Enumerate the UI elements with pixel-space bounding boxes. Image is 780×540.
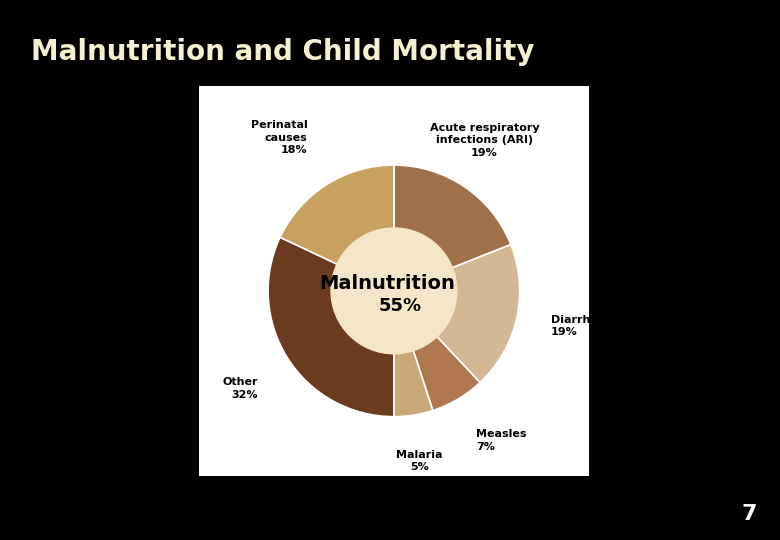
Text: Malaria
5%: Malaria 5%: [395, 450, 442, 472]
Text: 7: 7: [741, 504, 757, 524]
Wedge shape: [394, 291, 480, 410]
Text: 55%: 55%: [378, 297, 422, 315]
Text: Measles
7%: Measles 7%: [476, 429, 526, 452]
Wedge shape: [394, 165, 511, 291]
Text: Acute respiratory
infections (ARI)
19%: Acute respiratory infections (ARI) 19%: [430, 123, 539, 158]
Wedge shape: [280, 165, 394, 291]
Text: Perinatal
causes
18%: Perinatal causes 18%: [251, 120, 307, 155]
Text: Diarrhoea
19%: Diarrhoea 19%: [551, 315, 613, 337]
Wedge shape: [268, 237, 394, 417]
Circle shape: [331, 228, 457, 354]
Text: Malnutrition: Malnutrition: [320, 274, 456, 293]
Wedge shape: [394, 245, 519, 382]
Text: Malnutrition and Child Mortality: Malnutrition and Child Mortality: [31, 38, 535, 66]
Wedge shape: [394, 291, 433, 417]
Text: Other
32%: Other 32%: [222, 377, 258, 400]
